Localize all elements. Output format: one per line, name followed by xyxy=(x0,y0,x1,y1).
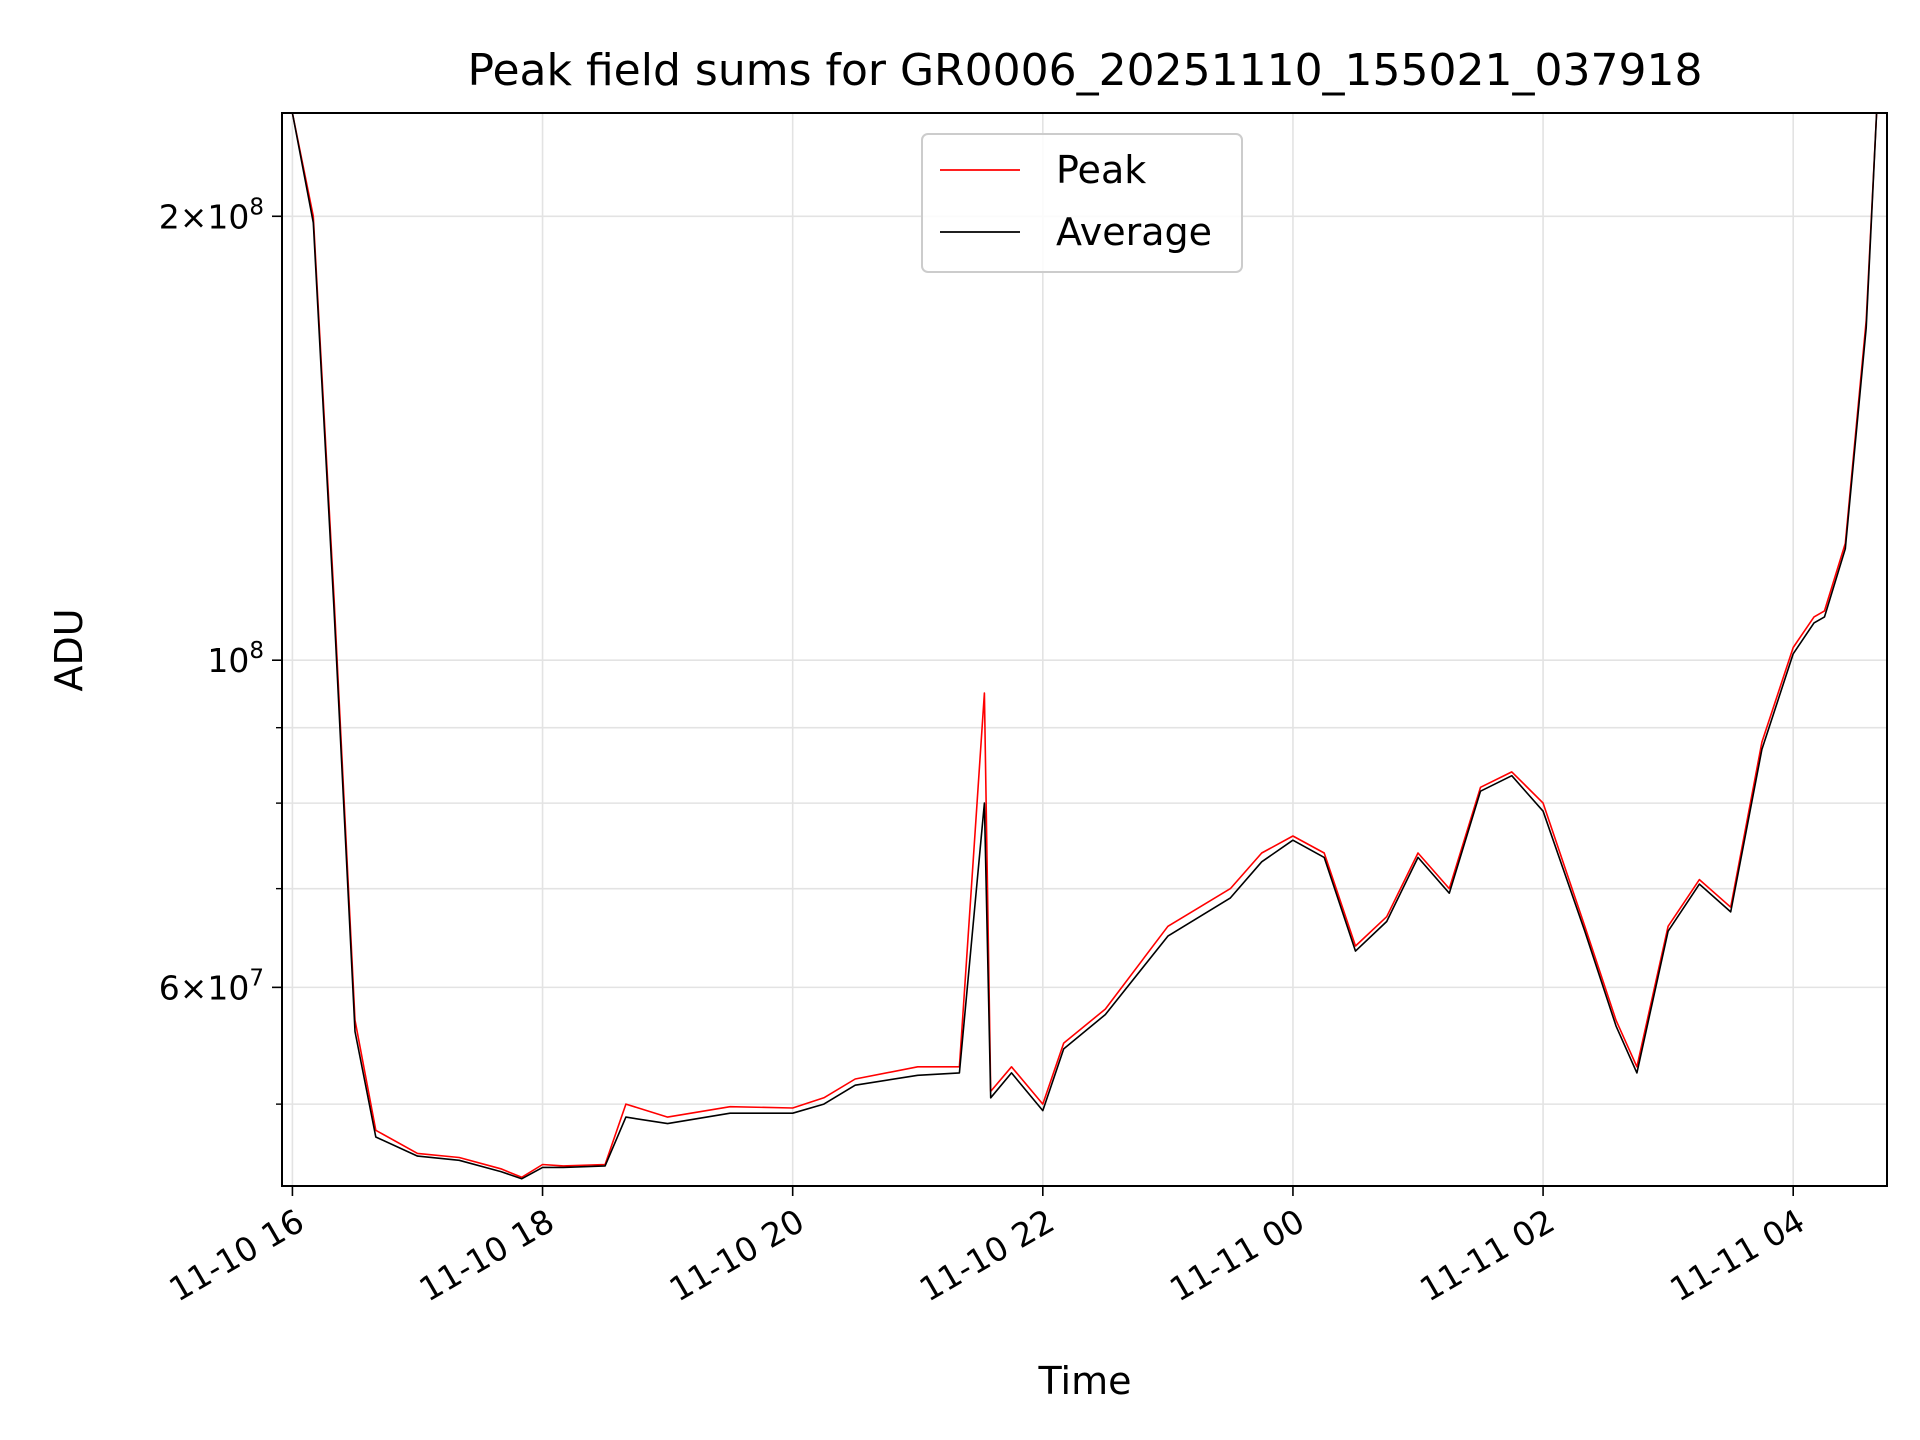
chart-title: Peak field sums for GR0006_20251110_1550… xyxy=(468,45,1703,96)
series-line-peak xyxy=(291,112,1878,1179)
legend-label-peak: Peak xyxy=(1056,148,1146,192)
y-axis-label: ADU xyxy=(47,608,91,691)
legend: Peak Average xyxy=(921,133,1243,273)
legend-label-average: Average xyxy=(1056,210,1212,254)
legend-box xyxy=(921,133,1243,273)
series-layer xyxy=(291,112,1878,1180)
plot-frame xyxy=(281,112,1888,1187)
y-axis: 6×107 108 2×108 xyxy=(159,194,282,1105)
series-line-average xyxy=(291,112,1878,1180)
x-axis-label: Time xyxy=(1038,1359,1132,1403)
y-tick-label: 6×107 xyxy=(159,965,264,1007)
y-tick-label: 2×108 xyxy=(159,194,264,236)
y-tick-label: 108 xyxy=(207,638,264,680)
